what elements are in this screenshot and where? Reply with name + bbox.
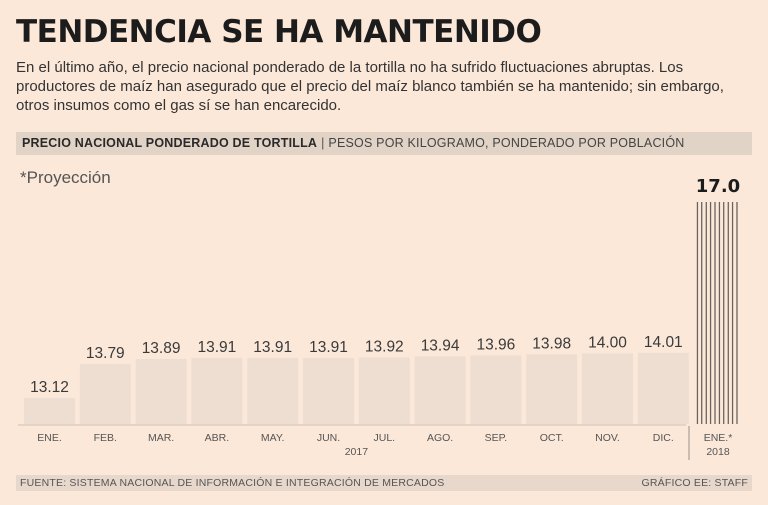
x-tick-label: JUN.	[317, 432, 340, 444]
x-tick-label: NOV.	[595, 432, 620, 444]
bar	[79, 363, 131, 424]
footer-bar: FUENTE: SISTEMA NACIONAL DE INFORMACIÓN …	[16, 475, 752, 491]
bar	[358, 357, 410, 424]
intro-paragraph: En el último año, el precio nacional pon…	[16, 59, 724, 114]
bar	[414, 356, 466, 424]
x-tick-label: DIC.	[653, 432, 674, 444]
bar	[24, 397, 75, 424]
data-label: 13.12	[30, 379, 69, 396]
subtitle-separator: |	[321, 136, 325, 150]
x-tick-label: FEB.	[94, 432, 117, 444]
x-tick-label: OCT.	[540, 432, 564, 444]
data-label: 13.91	[198, 339, 237, 356]
data-label: 13.91	[309, 339, 348, 356]
bar	[470, 355, 522, 424]
headline: TENDENCIA SE HA MANTENIDO	[16, 14, 542, 50]
bar	[637, 352, 689, 424]
data-label: 13.98	[532, 335, 571, 352]
bar	[303, 357, 354, 424]
source-note: FUENTE: SISTEMA NACIONAL DE INFORMACIÓN …	[20, 477, 445, 489]
data-label: 13.92	[365, 338, 404, 355]
x-tick-label: MAY.	[261, 432, 285, 444]
x-tick-label: SEP.	[485, 432, 508, 444]
data-label: 13.89	[142, 340, 181, 357]
x-tick-label: ENE.	[37, 432, 62, 444]
x-tick-label: MAR.	[148, 432, 174, 444]
bar	[526, 354, 578, 424]
credit-note: GRÁFICO EE: STAFF	[641, 477, 748, 489]
year-label: 2017	[345, 446, 369, 458]
bar	[191, 357, 243, 424]
data-label: 13.94	[421, 337, 460, 354]
bar	[247, 357, 299, 424]
data-label: 13.79	[86, 345, 125, 362]
x-tick-label: JUL.	[374, 432, 396, 444]
data-label: 14.01	[644, 334, 683, 351]
bar	[582, 353, 633, 424]
chart-subtitle-bar: PRECIO NACIONAL PONDERADO DE TORTILLA | PE…	[16, 132, 752, 155]
data-label: 13.91	[253, 339, 292, 356]
data-label: 14.00	[588, 334, 627, 351]
projection-note: *Proyección	[20, 168, 111, 187]
data-label: 13.96	[477, 336, 516, 353]
projected-bar	[696, 202, 740, 424]
chart-units: PESOS POR KILOGRAMO, PONDERADO POR POBLA…	[328, 136, 685, 150]
x-tick-label: AGO.	[427, 432, 453, 444]
chart-title: PRECIO NACIONAL PONDERADO DE TORTILLA	[22, 136, 318, 150]
bar	[135, 358, 187, 424]
x-tick-label: ENE.*	[704, 432, 733, 444]
year-label: 2018	[706, 446, 730, 458]
data-label: 17.0	[696, 176, 740, 197]
x-tick-label: ABR.	[205, 432, 230, 444]
